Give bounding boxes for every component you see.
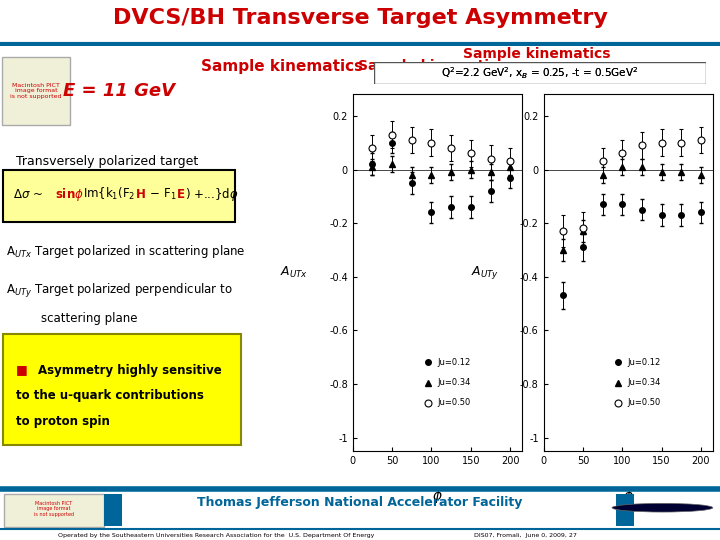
Text: Sample kinematics: Sample kinematics: [201, 59, 363, 74]
Y-axis label: $A_{UTy}$: $A_{UTy}$: [471, 264, 499, 281]
Text: Sample kinematics: Sample kinematics: [463, 47, 611, 61]
Text: Operated by the Southeastern Universities Research Association for the  U.S. Dep: Operated by the Southeastern Universitie…: [58, 532, 374, 537]
Text: Ju=0.12: Ju=0.12: [628, 358, 661, 367]
Text: Sample kinematics: Sample kinematics: [359, 59, 506, 73]
Y-axis label: $A_{UTx}$: $A_{UTx}$: [280, 265, 308, 280]
FancyBboxPatch shape: [1, 57, 71, 125]
Text: $-$ F$_1$: $-$ F$_1$: [145, 186, 176, 201]
FancyBboxPatch shape: [3, 334, 241, 445]
Text: Q$^2$=2.2 GeV$^2$, x$_B$ = 0.25, -t = 0.5GeV$^2$: Q$^2$=2.2 GeV$^2$, x$_B$ = 0.25, -t = 0.…: [441, 65, 639, 80]
Text: Thomas Jefferson National Accelerator Facility: Thomas Jefferson National Accelerator Fa…: [197, 496, 523, 509]
FancyBboxPatch shape: [3, 171, 235, 222]
Text: E: E: [177, 187, 185, 200]
Text: $\phi$: $\phi$: [432, 487, 443, 504]
Text: to proton spin: to proton spin: [16, 415, 109, 428]
Text: scattering plane: scattering plane: [41, 312, 138, 325]
Text: A$_{UTy}$ Target polarized perpendicular to: A$_{UTy}$ Target polarized perpendicular…: [6, 281, 233, 300]
Text: Macintosh PICT
image format
is not supported: Macintosh PICT image format is not suppo…: [34, 501, 74, 517]
Text: Ju=0.50: Ju=0.50: [628, 398, 661, 407]
Text: E = 11 GeV: E = 11 GeV: [63, 82, 175, 100]
Text: DVCS/BH Transverse Target Asymmetry: DVCS/BH Transverse Target Asymmetry: [112, 8, 608, 29]
Text: Asymmetry highly sensitive: Asymmetry highly sensitive: [37, 363, 221, 376]
Text: $\Delta\sigma$ ~: $\Delta\sigma$ ~: [12, 187, 44, 200]
Circle shape: [612, 503, 713, 512]
Text: ) +...}d$\phi$: ) +...}d$\phi$: [185, 186, 238, 202]
Text: A$_{UTx}$ Target polarized in scattering plane: A$_{UTx}$ Target polarized in scattering…: [6, 244, 246, 260]
FancyBboxPatch shape: [4, 494, 104, 526]
Text: Ju=0.34: Ju=0.34: [628, 378, 661, 387]
Text: Ju=0.12: Ju=0.12: [437, 358, 470, 367]
Text: Macintosh PICT
image format
is not supported: Macintosh PICT image format is not suppo…: [10, 83, 62, 99]
Text: Q$^2$=2.2 GeV$^2$, x$_B$ = 0.25, -t = 0.5GeV$^2$: Q$^2$=2.2 GeV$^2$, x$_B$ = 0.25, -t = 0.…: [441, 65, 639, 80]
Text: Transversely polarized target: Transversely polarized target: [16, 156, 198, 168]
FancyBboxPatch shape: [616, 494, 634, 526]
Text: ■: ■: [16, 363, 27, 376]
Text: sin$\phi$: sin$\phi$: [55, 186, 84, 202]
FancyBboxPatch shape: [104, 494, 122, 526]
Text: $\phi$: $\phi$: [623, 487, 634, 504]
Text: Im{k$_1$(F$_2$: Im{k$_1$(F$_2$: [83, 186, 135, 202]
Text: H: H: [136, 187, 146, 200]
Text: Ju=0.34: Ju=0.34: [437, 378, 470, 387]
Text: Ju=0.50: Ju=0.50: [437, 398, 470, 407]
FancyBboxPatch shape: [374, 62, 706, 84]
Text: DIS07, Fromali,  June 0, 2009, 27: DIS07, Fromali, June 0, 2009, 27: [474, 532, 577, 537]
Text: to the u-quark contributions: to the u-quark contributions: [16, 389, 204, 402]
